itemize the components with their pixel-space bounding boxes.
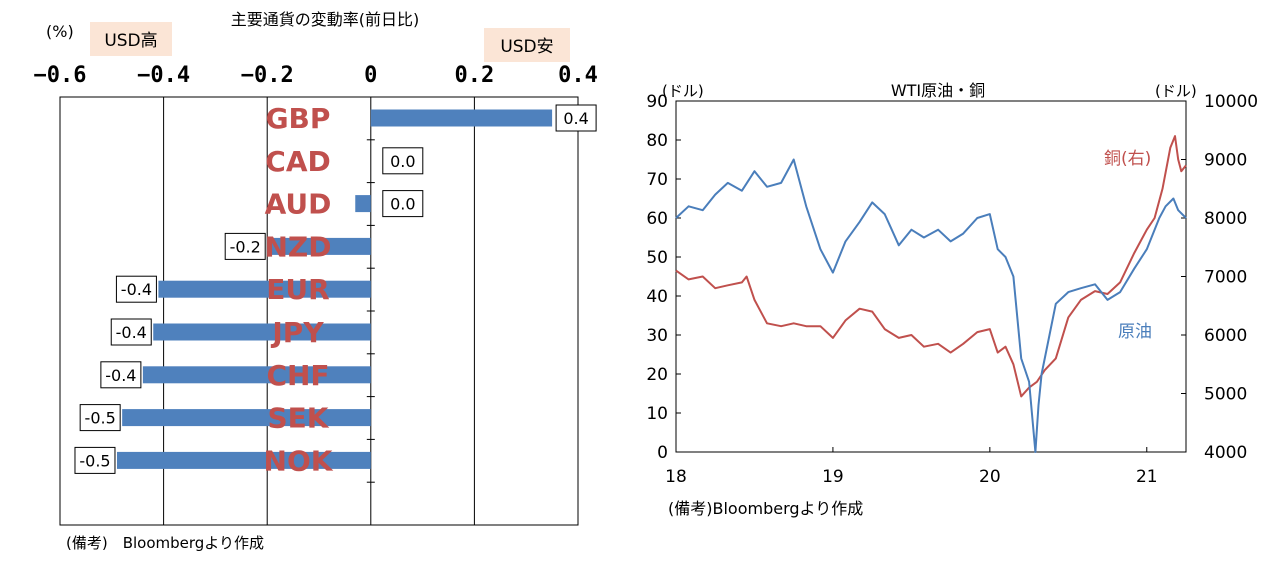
value-label-box-nok — [74, 446, 116, 474]
category-label-chf: CHF — [266, 359, 329, 392]
copper-series-label: 銅(右) — [1104, 149, 1151, 169]
value-label-nzd: -0.2 — [230, 237, 261, 256]
left-axis-tick-label: 60 — [646, 209, 668, 229]
x-axis-tick-label: 21 — [1136, 467, 1158, 487]
left-x-tick-label: −0.4 — [137, 63, 190, 88]
value-label-box-aud — [382, 190, 424, 218]
wti-copper-chart: WTI原油・銅 (ドル) (ドル) 0 10 20 30 40 50 60 70 80 90 40… — [646, 81, 1258, 518]
left-unit-label: (%) — [46, 22, 74, 41]
crude-series-label: 原油 — [1118, 322, 1152, 342]
right-footnote: (備考)Bloombergより作成 — [668, 499, 863, 518]
left-x-tick-label: 0 — [364, 63, 377, 88]
right-left-unit: (ドル) — [662, 82, 704, 100]
x-axis-tick-label: 19 — [822, 467, 844, 487]
value-label-box-nzd — [224, 232, 266, 260]
right-axis-tick-label: 4000 — [1204, 443, 1247, 463]
bar-sek — [122, 409, 371, 427]
value-label-gbp: 0.4 — [563, 109, 588, 128]
left-axis-tick-label: 20 — [646, 365, 668, 385]
category-label-nok: NOK — [264, 444, 334, 477]
value-label-box-eur — [115, 275, 157, 303]
bar-nok — [116, 451, 371, 469]
value-label-sek: -0.5 — [85, 409, 116, 428]
copper-line — [675, 135, 1187, 398]
right-axis-tick-label: 9000 — [1204, 151, 1247, 171]
left-axis-tick-label: 80 — [646, 131, 668, 151]
right-left-axis-ticks: 0 10 20 30 40 50 60 70 80 90 — [646, 92, 681, 463]
value-label-box-cad — [382, 147, 424, 175]
category-label-aud: AUD — [265, 188, 332, 221]
x-axis-tick-label: 18 — [665, 467, 687, 487]
left-axis-tick-label: 50 — [646, 248, 668, 268]
value-label-jpy: -0.4 — [116, 323, 147, 342]
value-label-box-sek — [79, 404, 121, 432]
right-x-axis-ticks: 18 19 20 21 — [665, 447, 1158, 487]
left-value-labels: 0.4 0.0 0.0 -0.2 -0.4 -0.4 -0.4 -0.5 -0.5 — [74, 104, 597, 474]
left-axis-tick-label: 0 — [657, 443, 668, 463]
left-footnote: (備考) Bloombergより作成 — [66, 534, 264, 552]
value-label-chf: -0.4 — [105, 366, 136, 385]
bar-chf — [142, 366, 371, 384]
bar-aud — [355, 195, 371, 213]
right-axis-tick-label: 8000 — [1204, 209, 1247, 229]
usd-weak-note-bg — [484, 28, 570, 62]
usd-strong-note: USD高 — [104, 31, 157, 51]
left-plot-frame — [59, 96, 579, 526]
category-label-jpy: JPY — [270, 316, 324, 349]
left-axis-tick-label: 70 — [646, 170, 668, 190]
value-label-nok: -0.5 — [79, 451, 110, 470]
value-label-eur: -0.4 — [121, 280, 152, 299]
right-chart-title: WTI原油・銅 — [891, 81, 985, 100]
category-label-eur: EUR — [266, 273, 329, 306]
right-right-unit: (ドル) — [1155, 82, 1197, 100]
left-axis-tick-label: 10 — [646, 404, 668, 424]
usd-strong-note-bg — [90, 22, 172, 56]
left-x-tick-labels: −0.6 −0.4 −0.2 0 0.2 0.4 — [34, 63, 598, 88]
left-x-tick-label: 0.4 — [558, 63, 598, 88]
value-label-box-chf — [100, 361, 142, 389]
value-label-box-jpy — [110, 318, 152, 346]
bar-nzd — [267, 237, 371, 255]
currency-change-chart: 主要通貨の変動率(前日比) (%) USD高 USD安 −0.6 −0.4 −0.2… — [34, 10, 598, 552]
right-axis-tick-label: 7000 — [1204, 268, 1247, 288]
left-x-tick-label: 0.2 — [455, 63, 495, 88]
usd-weak-note: USD安 — [500, 37, 553, 57]
bar-gbp — [370, 109, 553, 127]
left-axis-tick-label: 90 — [646, 92, 668, 112]
right-axis-tick-label: 6000 — [1204, 326, 1247, 346]
x-axis-tick-label: 20 — [979, 467, 1001, 487]
bar-jpy — [153, 323, 371, 341]
left-category-labels: GBP CAD AUD NZD EUR JPY CHF SEK NOK — [264, 102, 334, 477]
bar-eur — [158, 280, 371, 298]
left-bars — [116, 109, 553, 469]
category-label-gbp: GBP — [266, 102, 331, 135]
left-axis-tick-label: 30 — [646, 326, 668, 346]
right-series-lines — [675, 135, 1187, 453]
crude-oil-line — [675, 158, 1187, 453]
left-x-tick-label: −0.2 — [241, 63, 294, 88]
value-label-box-gbp — [555, 104, 597, 132]
right-axis-tick-label: 10000 — [1204, 92, 1258, 112]
category-label-cad: CAD — [265, 145, 330, 178]
value-label-aud: 0.0 — [390, 195, 415, 214]
left-x-tick-label: −0.6 — [34, 63, 87, 88]
left-chart-title: 主要通貨の変動率(前日比) — [231, 10, 420, 29]
right-right-axis-ticks: 4000 5000 6000 7000 8000 9000 10000 — [1181, 92, 1258, 463]
left-axis-tick-label: 40 — [646, 287, 668, 307]
category-label-sek: SEK — [268, 402, 330, 435]
category-label-nzd: NZD — [265, 230, 332, 263]
value-label-cad: 0.0 — [390, 152, 415, 171]
right-axis-tick-label: 5000 — [1204, 385, 1247, 405]
